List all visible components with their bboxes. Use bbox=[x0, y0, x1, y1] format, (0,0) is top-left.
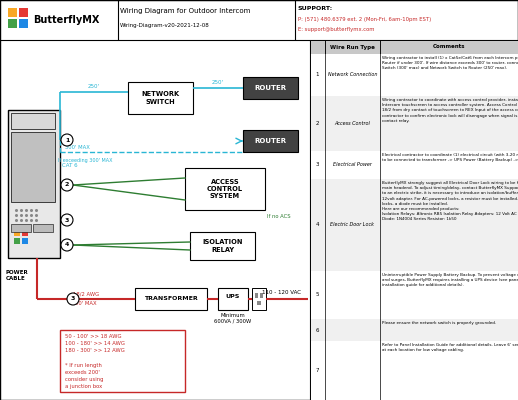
Text: 3: 3 bbox=[316, 162, 319, 168]
Text: Electrical contractor to coordinate (1) electrical circuit (with 3-20 receptacle: Electrical contractor to coordinate (1) … bbox=[382, 153, 518, 162]
Text: 50' MAX: 50' MAX bbox=[75, 301, 97, 306]
Text: ACCESS
CONTROL
SYSTEM: ACCESS CONTROL SYSTEM bbox=[207, 179, 243, 199]
FancyBboxPatch shape bbox=[128, 82, 193, 114]
FancyBboxPatch shape bbox=[260, 293, 263, 298]
FancyBboxPatch shape bbox=[257, 301, 261, 305]
Text: 250': 250' bbox=[88, 84, 100, 89]
Text: POWER
CABLE: POWER CABLE bbox=[6, 270, 29, 281]
Text: TRANSFORMER: TRANSFORMER bbox=[144, 296, 198, 302]
FancyBboxPatch shape bbox=[185, 168, 265, 210]
Text: Electric Door Lock: Electric Door Lock bbox=[330, 222, 375, 228]
Circle shape bbox=[67, 293, 79, 305]
FancyBboxPatch shape bbox=[8, 19, 17, 28]
Text: Wiring contractor to coordinate with access control provider, install (1) x 18/2: Wiring contractor to coordinate with acc… bbox=[382, 98, 518, 123]
Circle shape bbox=[61, 214, 73, 226]
Text: 18/2 AWG: 18/2 AWG bbox=[73, 292, 99, 297]
Text: ROUTER: ROUTER bbox=[254, 138, 286, 144]
Text: Comments: Comments bbox=[433, 44, 465, 50]
Text: ROUTER: ROUTER bbox=[254, 85, 286, 91]
Text: 6: 6 bbox=[316, 328, 319, 332]
FancyBboxPatch shape bbox=[310, 179, 518, 271]
Text: P: (571) 480.6379 ext. 2 (Mon-Fri, 6am-10pm EST): P: (571) 480.6379 ext. 2 (Mon-Fri, 6am-1… bbox=[298, 16, 431, 22]
Text: 2: 2 bbox=[65, 182, 69, 188]
Text: CAT 6: CAT 6 bbox=[62, 163, 78, 168]
FancyBboxPatch shape bbox=[60, 330, 185, 392]
Text: 4: 4 bbox=[65, 242, 69, 248]
Text: 300' MAX: 300' MAX bbox=[65, 145, 90, 150]
FancyBboxPatch shape bbox=[22, 238, 28, 244]
FancyBboxPatch shape bbox=[310, 319, 518, 341]
Text: Wiring-Diagram-v20-2021-12-08: Wiring-Diagram-v20-2021-12-08 bbox=[120, 22, 210, 28]
Text: 1: 1 bbox=[316, 72, 319, 78]
Text: 2: 2 bbox=[316, 121, 319, 126]
Text: 250': 250' bbox=[212, 80, 224, 85]
FancyBboxPatch shape bbox=[310, 96, 518, 151]
FancyBboxPatch shape bbox=[310, 341, 518, 400]
Text: 4: 4 bbox=[316, 222, 319, 228]
Text: Wiring Diagram for Outdoor Intercom: Wiring Diagram for Outdoor Intercom bbox=[120, 8, 250, 14]
Circle shape bbox=[61, 179, 73, 191]
Text: 1: 1 bbox=[65, 138, 69, 142]
Text: Access Control: Access Control bbox=[335, 121, 370, 126]
FancyBboxPatch shape bbox=[255, 293, 258, 298]
FancyBboxPatch shape bbox=[310, 151, 518, 179]
FancyBboxPatch shape bbox=[19, 19, 28, 28]
Text: 50 - 100' >> 18 AWG
100 - 180' >> 14 AWG
180 - 300' >> 12 AWG

* If run length
e: 50 - 100' >> 18 AWG 100 - 180' >> 14 AWG… bbox=[65, 334, 125, 390]
FancyBboxPatch shape bbox=[310, 271, 518, 319]
Text: SUPPORT:: SUPPORT: bbox=[298, 6, 333, 10]
Text: Refer to Panel Installation Guide for additional details. Leave 6' service loop
: Refer to Panel Installation Guide for ad… bbox=[382, 343, 518, 352]
Text: Uninterruptible Power Supply Battery Backup. To prevent voltage drops
and surges: Uninterruptible Power Supply Battery Bac… bbox=[382, 273, 518, 287]
FancyBboxPatch shape bbox=[218, 288, 248, 310]
FancyBboxPatch shape bbox=[310, 40, 518, 54]
Text: Wire Run Type: Wire Run Type bbox=[330, 44, 375, 50]
FancyBboxPatch shape bbox=[190, 232, 255, 260]
Circle shape bbox=[61, 239, 73, 251]
FancyBboxPatch shape bbox=[8, 8, 17, 17]
FancyBboxPatch shape bbox=[14, 230, 20, 236]
Text: UPS: UPS bbox=[226, 294, 240, 298]
FancyBboxPatch shape bbox=[135, 288, 207, 310]
Text: Network Connection: Network Connection bbox=[328, 72, 377, 78]
FancyBboxPatch shape bbox=[243, 77, 298, 99]
FancyBboxPatch shape bbox=[11, 113, 55, 129]
Circle shape bbox=[61, 134, 73, 146]
Text: Electrical Power: Electrical Power bbox=[333, 162, 372, 168]
FancyBboxPatch shape bbox=[11, 132, 55, 202]
Text: If no ACS: If no ACS bbox=[267, 214, 291, 219]
Text: 110 - 120 VAC: 110 - 120 VAC bbox=[263, 290, 301, 295]
FancyBboxPatch shape bbox=[252, 288, 266, 310]
FancyBboxPatch shape bbox=[22, 230, 28, 236]
FancyBboxPatch shape bbox=[310, 54, 518, 96]
FancyBboxPatch shape bbox=[8, 110, 60, 258]
Text: 5: 5 bbox=[316, 292, 319, 298]
Text: ISOLATION
RELAY: ISOLATION RELAY bbox=[202, 240, 243, 252]
Text: NETWORK
SWITCH: NETWORK SWITCH bbox=[141, 92, 180, 104]
Text: 3: 3 bbox=[71, 296, 75, 302]
FancyBboxPatch shape bbox=[243, 130, 298, 152]
Text: ButterflyMX: ButterflyMX bbox=[33, 15, 99, 25]
FancyBboxPatch shape bbox=[14, 238, 20, 244]
Text: Minimum
600VA / 300W: Minimum 600VA / 300W bbox=[214, 313, 252, 324]
FancyBboxPatch shape bbox=[19, 8, 28, 17]
Text: E: support@butterflymx.com: E: support@butterflymx.com bbox=[298, 28, 375, 32]
Text: Please ensure the network switch is properly grounded.: Please ensure the network switch is prop… bbox=[382, 321, 496, 325]
Text: 7: 7 bbox=[316, 368, 319, 373]
Text: 3: 3 bbox=[65, 218, 69, 222]
FancyBboxPatch shape bbox=[310, 40, 518, 400]
Text: If exceeding 300' MAX: If exceeding 300' MAX bbox=[58, 158, 112, 163]
Text: ButterflyMX strongly suggest all Electrical Door Lock wiring to be home-run dire: ButterflyMX strongly suggest all Electri… bbox=[382, 181, 518, 221]
Text: Wiring contractor to install (1) x Cat5e/Cat6 from each Intercom panel location : Wiring contractor to install (1) x Cat5e… bbox=[382, 56, 518, 70]
FancyBboxPatch shape bbox=[11, 224, 31, 232]
FancyBboxPatch shape bbox=[33, 224, 53, 232]
